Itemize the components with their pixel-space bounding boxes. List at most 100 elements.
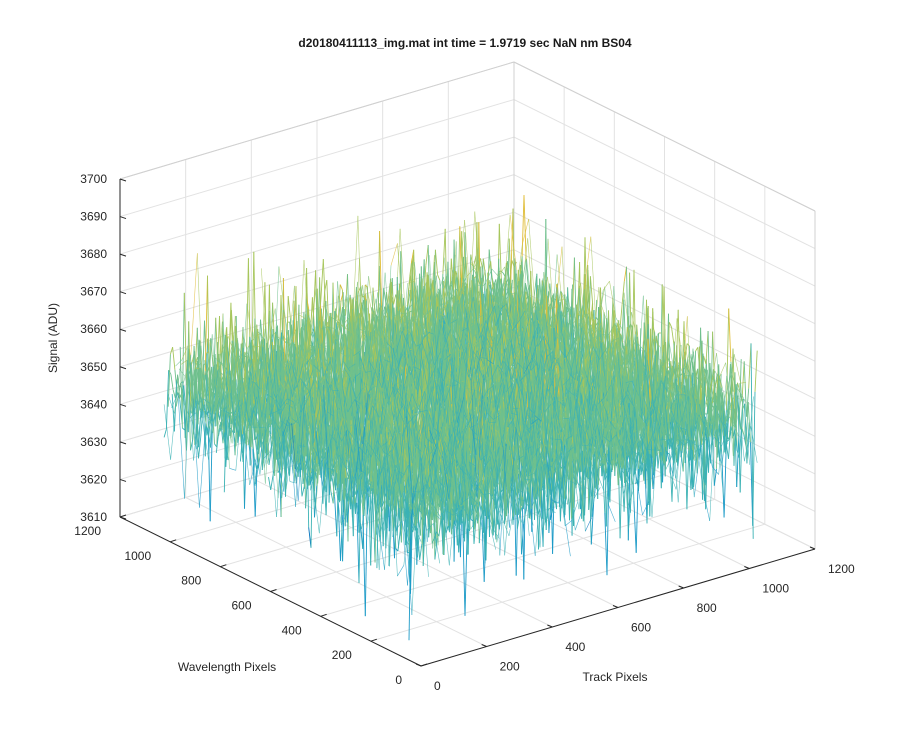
surface-segment — [400, 298, 404, 374]
surface-segment — [253, 409, 257, 428]
surface-segment — [523, 195, 527, 263]
surface-segment — [427, 275, 431, 298]
surface-segment — [407, 290, 411, 307]
surface-segment — [208, 413, 212, 436]
surface-segment — [400, 305, 405, 324]
surface-segment — [183, 292, 188, 386]
surface-segment — [443, 280, 447, 297]
surface-segment — [206, 420, 210, 436]
surface-segment — [287, 296, 291, 319]
surface-segment — [504, 303, 509, 325]
surface-segment — [234, 393, 238, 456]
surface-segment — [207, 275, 211, 411]
surface-segment — [450, 258, 454, 290]
surface-segment — [268, 450, 272, 465]
surface-segment — [488, 261, 492, 272]
surface-segment — [363, 296, 367, 301]
surface-segment — [224, 432, 228, 461]
surface-segment — [207, 433, 211, 448]
surface-segment — [471, 265, 475, 308]
floor-grid-y — [370, 523, 765, 642]
surface-segment — [170, 374, 174, 390]
surface-segment — [179, 346, 183, 429]
surface-segment — [239, 434, 244, 462]
surface-segment — [196, 361, 200, 399]
surface-segment — [353, 363, 357, 384]
surface-segment — [434, 249, 439, 275]
surface-segment — [270, 475, 274, 490]
surface-segment — [256, 421, 260, 435]
surface-segment — [437, 274, 441, 281]
surface-segment — [274, 400, 278, 476]
surface-segment — [322, 259, 326, 310]
surface-segment — [393, 294, 397, 305]
surface-segment — [510, 208, 514, 280]
surface-segment — [589, 276, 594, 305]
surface-segment — [209, 423, 213, 522]
surface-segment — [163, 428, 167, 438]
surface-segment — [194, 368, 198, 407]
surface-segment — [339, 284, 343, 290]
surface-segment — [549, 283, 553, 309]
noise-surface — [163, 195, 758, 641]
surface-segment — [465, 326, 469, 336]
surface-segment — [390, 281, 395, 305]
box-edge — [119, 61, 515, 180]
surface-segment — [214, 370, 218, 407]
surface-segment — [479, 258, 483, 268]
side-wall-grid-z — [513, 136, 816, 287]
back-wall-grid-z — [119, 211, 515, 330]
surface-segment — [240, 327, 244, 369]
surface-segment — [526, 285, 531, 317]
surface-segment — [247, 407, 252, 445]
surface-segment — [167, 354, 171, 407]
surface-segment — [353, 287, 357, 324]
surface-segment — [192, 362, 196, 383]
surface-segment — [282, 277, 287, 411]
surface-segment — [301, 327, 305, 362]
surface-segment — [219, 315, 223, 390]
surface-segment — [366, 287, 371, 339]
surface-segment — [333, 331, 337, 341]
surface-segment — [459, 226, 463, 295]
surface-segment — [253, 458, 258, 470]
surface-segment — [524, 282, 528, 292]
surface-segment — [465, 257, 469, 289]
surface-segment — [272, 302, 276, 350]
surface-segment — [255, 433, 259, 440]
surface-segment — [268, 477, 272, 490]
surface-segment — [594, 323, 598, 327]
surface-segment — [246, 336, 251, 372]
surface-segment — [204, 275, 208, 375]
surface-segment — [257, 328, 261, 354]
surface-segment — [425, 245, 429, 266]
surface-segment — [250, 345, 254, 360]
surface-segment — [195, 433, 199, 459]
surface-segment — [186, 321, 190, 451]
surface-segment — [595, 316, 599, 321]
surface-segment — [440, 273, 444, 326]
back-wall-grid-z — [119, 174, 515, 293]
surface-segment — [222, 407, 226, 433]
surface-segment — [294, 435, 298, 464]
surface-segment — [324, 365, 328, 374]
surface-segment — [240, 439, 244, 462]
surface-segment — [279, 363, 283, 388]
surface-segment — [533, 275, 537, 297]
surface-segment — [379, 230, 383, 317]
surface-segment — [320, 259, 324, 298]
side-wall-grid-z — [513, 99, 816, 250]
box-edge — [513, 61, 816, 212]
surface-segment — [498, 223, 503, 288]
surface-segment — [198, 437, 202, 459]
surface-segment — [200, 407, 204, 438]
back-wall-grid-z — [119, 99, 515, 218]
surface-segment — [443, 288, 447, 316]
surface-segment — [272, 422, 276, 476]
surface-segment — [407, 276, 411, 308]
side-wall-grid-z — [513, 174, 816, 325]
surface-segment — [442, 228, 446, 274]
surface-segment — [194, 360, 198, 370]
